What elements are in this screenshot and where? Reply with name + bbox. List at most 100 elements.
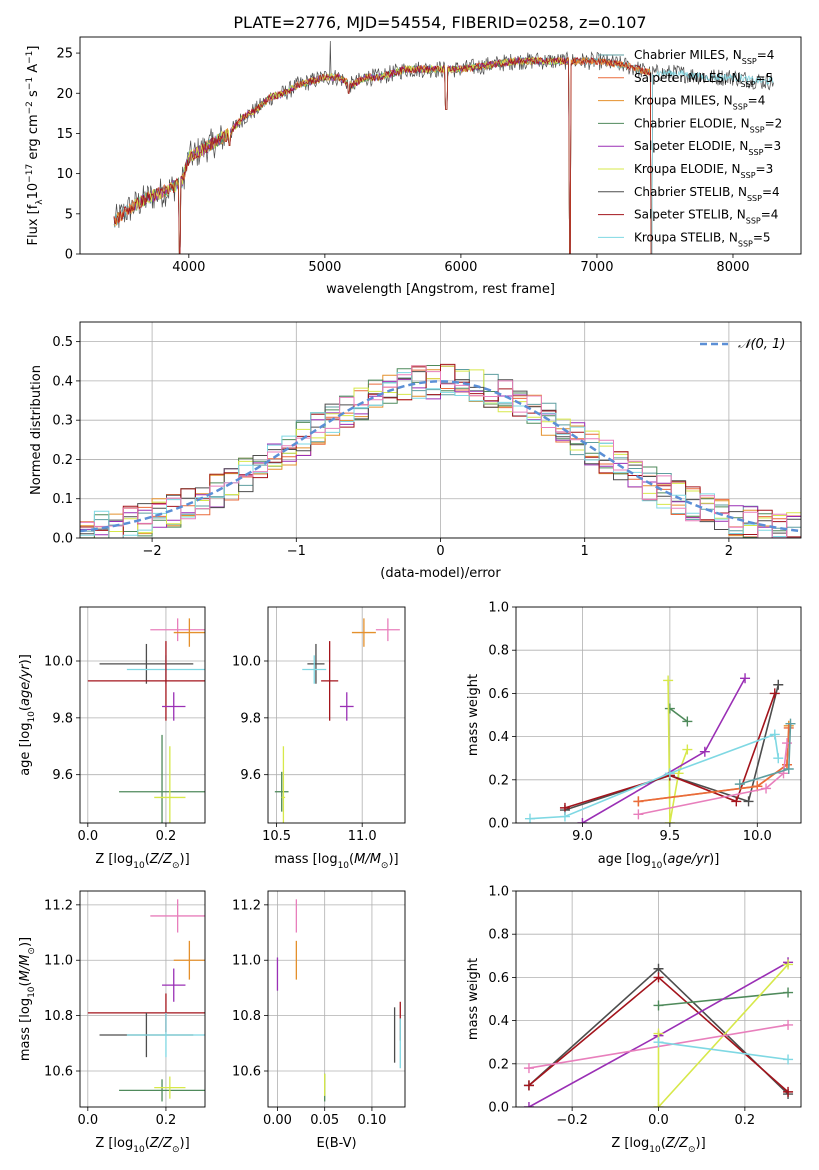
y-tick-label: 0.2: [488, 1057, 509, 1072]
weight-marker: [783, 987, 794, 998]
weight-marker: [783, 1086, 794, 1097]
y-tick-label: 0.4: [488, 730, 509, 745]
weight-marker: [664, 703, 675, 714]
weight-marker: [761, 783, 772, 794]
weight-marker: [664, 768, 675, 779]
plot-area-weight_vs_Z: [516, 891, 801, 1107]
y-tick-label: 0: [65, 248, 73, 263]
plot-area-residual_histogram: [80, 322, 801, 538]
y-tick-label: 9.6: [240, 768, 261, 783]
weight-marker: [653, 972, 664, 983]
legend-label: Kroupa MILES, NSSP=4: [634, 94, 765, 112]
weight-marker: [773, 753, 784, 764]
y-tick-label: 0.2: [488, 773, 509, 788]
axes-frame: [79, 321, 802, 539]
x-tick-label: 9.0: [572, 829, 593, 844]
weight-marker: [740, 673, 751, 684]
x-axis-label: mass [log10(M/M⊙)]: [274, 852, 398, 871]
weight-marker: [783, 959, 794, 970]
x-axis-label: (data-model)/error: [380, 566, 501, 581]
y-tick-label: 0.8: [488, 644, 509, 659]
weight-marker: [769, 729, 780, 740]
panel-age_vs_mass: 10.5 11.0 9.6 9.8 10.0 mass [log10(M/M⊙)]: [232, 606, 406, 871]
x-tick-label: 0.0: [77, 1113, 98, 1128]
legend-label: Kroupa STELIB, NSSP=5: [634, 230, 771, 248]
legend-label: Chabrier MILES, NSSP=4: [634, 48, 774, 66]
weight-marker: [699, 746, 710, 757]
weight-marker: [743, 796, 754, 807]
weight-marker: [653, 963, 664, 974]
weight-marker: [523, 1102, 534, 1107]
weight-marker: [773, 679, 784, 690]
y-tick-label: 0.6: [488, 971, 509, 986]
x-tick-label: 11.0: [348, 829, 377, 844]
x-tick-label: −0.2: [556, 1113, 588, 1128]
axes-frame: [515, 890, 802, 1108]
y-axis-label: Flux [fλ10−17 erg cm−2 s−1 A−1]: [25, 46, 45, 246]
x-tick-label: 7000: [580, 260, 613, 275]
weight-marker: [731, 796, 742, 807]
x-axis-label: E(B-V): [316, 1136, 356, 1151]
plot-area-weight_vs_age: [516, 607, 801, 823]
axes-frame: [515, 606, 802, 824]
weight-line-kroupa_stelib: [529, 733, 780, 820]
y-tick-label: 1.0: [488, 601, 509, 616]
x-tick-label: 0.10: [357, 1113, 386, 1128]
legend-label: 𝒩(0, 1): [738, 337, 785, 352]
y-tick-label: 10.6: [44, 1065, 73, 1080]
weight-marker: [783, 1019, 794, 1030]
weight-marker: [783, 1054, 794, 1065]
panel-weight_vs_Z: −0.2 0.0 0.2 0.0 0.2 0.4 0.6 0.8 1.0 Z [log10(Z/Z…: [466, 885, 802, 1155]
weight-marker: [682, 744, 693, 755]
figure-title: PLATE=2776, MJD=54554, FIBERID=0258, z=0…: [233, 13, 646, 32]
y-tick-label: 0.5: [52, 335, 73, 350]
weight-marker: [783, 764, 794, 774]
axes-frame: [79, 36, 802, 255]
panel-weight_vs_age: 9.0 9.5 10.0 0.0 0.2 0.4 0.6 0.8 1.0 age [log10(a…: [466, 601, 802, 871]
panel-age_vs_Z: 0.0 0.2 9.6 9.8 10.0 Z [log10(Z/Z⊙)] age [log1…: [18, 606, 206, 871]
x-tick-label: 10.0: [743, 829, 772, 844]
y-axis-label: Normed distribution: [29, 365, 44, 495]
legend-label: Kroupa ELODIE, NSSP=3: [634, 162, 773, 180]
x-tick-label: 0.0: [648, 1113, 669, 1128]
plot-area-spectrum: [113, 40, 774, 254]
y-axis-label: mass weight: [466, 674, 481, 756]
y-tick-label: 10.8: [232, 1009, 261, 1024]
y-tick-label: 20: [56, 87, 73, 102]
weight-line-chabrier_stelib: [564, 684, 780, 811]
y-tick-label: 11.2: [232, 898, 261, 913]
weight-line-kroupa_elodie: [667, 680, 689, 823]
x-tick-label: 5000: [308, 260, 341, 275]
y-tick-label: 0.0: [488, 817, 509, 832]
weight-marker: [633, 809, 644, 820]
y-tick-label: 0.0: [52, 532, 73, 547]
weight-line-salpeter_stelib: [564, 693, 776, 809]
y-tick-label: 11.0: [44, 954, 73, 969]
x-tick-label: 0.2: [156, 829, 177, 844]
y-tick-label: 0.2: [52, 453, 73, 468]
y-axis-label: mass [log10(M/M⊙)]: [18, 937, 37, 1061]
weight-line-salpeter_miles: [638, 727, 790, 803]
x-tick-label: −1: [287, 544, 306, 559]
weight-marker: [653, 1028, 664, 1039]
y-tick-label: 0.3: [52, 414, 73, 429]
panel-mass_vs_EBV: 0.00 0.05 0.10 10.6 10.8 11.0 11.2 E(B-V): [232, 890, 406, 1151]
y-tick-label: 1.0: [488, 885, 509, 900]
x-tick-label: 8000: [716, 260, 749, 275]
y-tick-label: 10.8: [44, 1009, 73, 1024]
x-tick-label: 10.5: [262, 829, 291, 844]
legend-label: Salpeter MILES, NSSP=5: [634, 71, 773, 89]
y-tick-label: 10.0: [44, 655, 73, 670]
x-axis-label: Z [log10(Z/Z⊙)]: [611, 1136, 705, 1155]
y-tick-label: 9.8: [52, 711, 73, 726]
x-axis-label: Z [log10(Z/Z⊙)]: [95, 852, 189, 871]
spectrum-line-salpeter_stelib: [113, 56, 652, 254]
legend-label: Chabrier ELODIE, NSSP=2: [634, 116, 782, 133]
y-tick-label: 10.6: [232, 1065, 261, 1080]
weight-line-kroupa_elodie: [657, 963, 789, 1107]
plot-area-mass_vs_EBV: [268, 891, 405, 1107]
y-tick-label: 5: [65, 207, 73, 222]
weight-line-pink: [638, 743, 788, 816]
y-tick-label: 11.0: [232, 954, 261, 969]
